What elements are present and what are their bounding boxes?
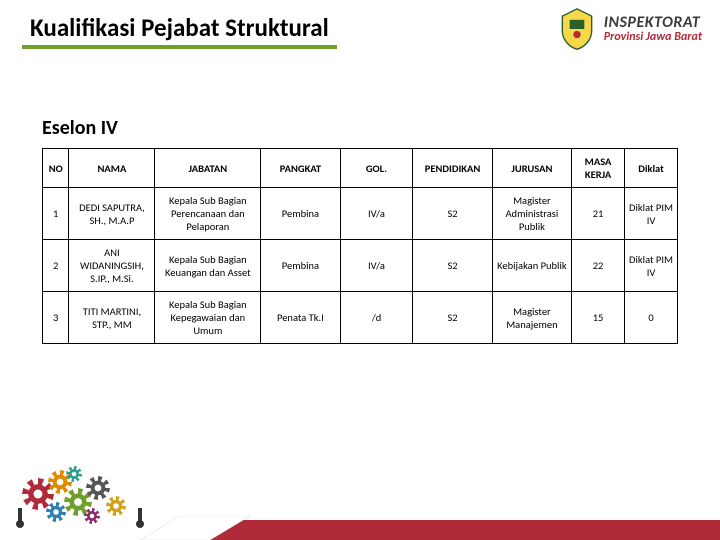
table-cell-jurusan: Kebijakan Publik [492,240,571,292]
col-header-gol: GOL. [340,149,413,188]
table-cell-no: 1 [43,188,69,240]
table-row: 3TITI MARTINI, STP., MMKepala Sub Bagian… [43,292,678,344]
logo: INSPEKTORAT Provinsi Jawa Barat [556,8,702,50]
gears-decoration [8,454,158,534]
col-header-masa: MASA KERJA [572,149,625,188]
table-cell-masa: 22 [572,240,625,292]
col-header-pendidikan: PENDIDIKAN [413,149,492,188]
table-cell-gol: IV/a [340,188,413,240]
crest-icon [556,8,598,50]
logo-line2: Provinsi Jawa Barat [604,31,702,43]
header: Kualifikasi Pejabat Struktural INSPEKTOR… [0,0,720,56]
col-header-jabatan: JABATAN [155,149,261,188]
table-cell-pendidikan: S2 [413,240,492,292]
table-cell-diklat: 0 [624,292,677,344]
col-header-jurusan: JURUSAN [492,149,571,188]
col-header-nama: NAMA [69,149,155,188]
table-row: 2ANI WIDANINGSIH, S.IP., M.Si.Kepala Sub… [43,240,678,292]
table-cell-jabatan: Kepala Sub Bagian Perencanaan dan Pelapo… [155,188,261,240]
page-title: Kualifikasi Pejabat Struktural [22,10,337,49]
table-container: NO NAMA JABATAN PANGKAT GOL. PENDIDIKAN … [0,148,720,344]
table-cell-pendidikan: S2 [413,188,492,240]
table-body: 1DEDI SAPUTRA, SH., M.A.PKepala Sub Bagi… [43,188,678,344]
subtitle: Eselon IV [42,116,720,140]
table-cell-pendidikan: S2 [413,292,492,344]
table-row: 1DEDI SAPUTRA, SH., M.A.PKepala Sub Bagi… [43,188,678,240]
table-cell-nama: TITI MARTINI, STP., MM [69,292,155,344]
table-cell-diklat: Diklat PIM IV [624,188,677,240]
table-cell-diklat: Diklat PIM IV [624,240,677,292]
table-cell-masa: 15 [572,292,625,344]
table-cell-no: 2 [43,240,69,292]
col-header-diklat: Diklat [624,149,677,188]
table-cell-nama: DEDI SAPUTRA, SH., M.A.P [69,188,155,240]
col-header-pangkat: PANGKAT [261,149,340,188]
table-cell-pangkat: Pembina [261,240,340,292]
logo-line1: INSPEKTORAT [604,15,702,31]
logo-text: INSPEKTORAT Provinsi Jawa Barat [604,15,702,43]
table-cell-pangkat: Penata Tk.I [261,292,340,344]
table-cell-gol: IV/a [340,240,413,292]
table-header-row: NO NAMA JABATAN PANGKAT GOL. PENDIDIKAN … [43,149,678,188]
table-cell-jurusan: Magister Manajemen [492,292,571,344]
table-cell-nama: ANI WIDANINGSIH, S.IP., M.Si. [69,240,155,292]
table-cell-masa: 21 [572,188,625,240]
table-cell-jabatan: Kepala Sub Bagian Keuangan dan Asset [155,240,261,292]
table-cell-gol: /d [340,292,413,344]
col-header-no: NO [43,149,69,188]
table-cell-jabatan: Kepala Sub Bagian Kepegawaian dan Umum [155,292,261,344]
table-cell-pangkat: Pembina [261,188,340,240]
officials-table: NO NAMA JABATAN PANGKAT GOL. PENDIDIKAN … [42,148,678,344]
table-cell-no: 3 [43,292,69,344]
gears-icon [8,454,158,534]
table-cell-jurusan: Magister Administrasi Publik [492,188,571,240]
